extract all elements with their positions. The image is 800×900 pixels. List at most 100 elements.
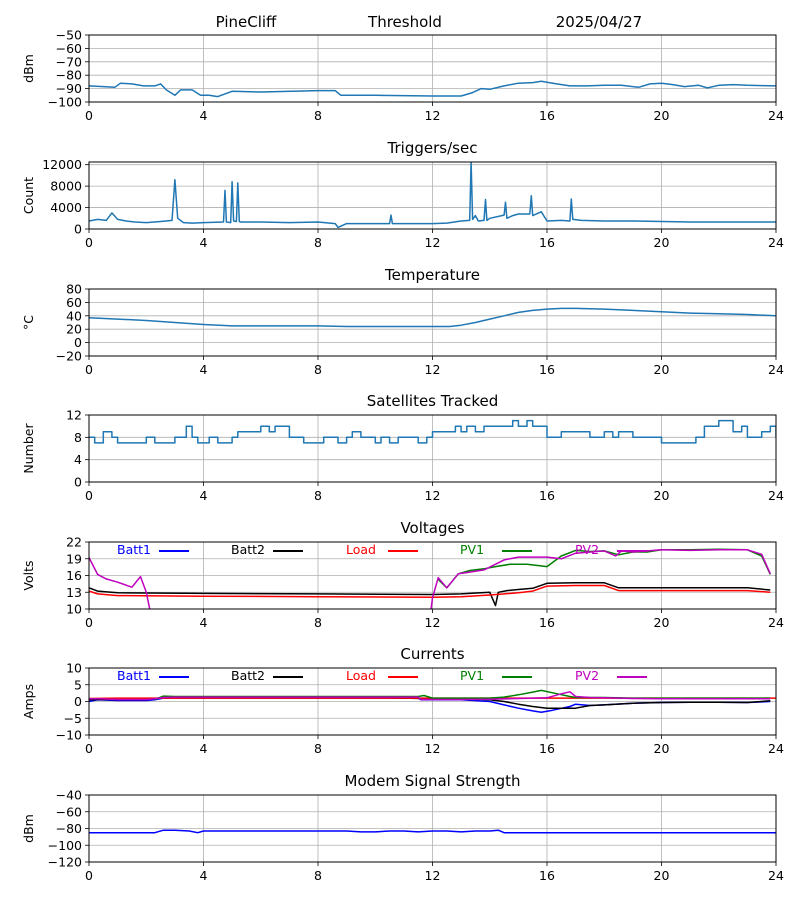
header-date: 2025/04/27 — [556, 13, 642, 31]
y-tick-label: −70 — [56, 54, 82, 69]
series-group — [89, 689, 776, 713]
series-line — [89, 162, 776, 229]
y-tick-label: 12000 — [42, 157, 82, 172]
x-tick-label: 20 — [654, 362, 670, 377]
y-axis-label: °C — [21, 315, 36, 330]
x-tick-label: 0 — [85, 362, 93, 377]
series-line-pv2 — [89, 549, 771, 609]
x-tick-label: 24 — [768, 235, 784, 250]
x-tick-label: 12 — [425, 615, 441, 630]
x-tick-label: 16 — [539, 362, 555, 377]
y-tick-label: −100 — [48, 95, 82, 110]
series-line-batt2 — [89, 582, 771, 607]
y-tick-label: −60 — [56, 804, 82, 819]
series-line — [89, 829, 776, 834]
y-axis-label: Count — [21, 177, 36, 214]
y-tick-label: 13 — [66, 585, 82, 600]
x-tick-label: 20 — [654, 868, 670, 883]
chart-title: Voltages — [400, 519, 464, 537]
x-tick-label: 0 — [85, 741, 93, 756]
series-group — [89, 829, 776, 834]
legend-label-pv1: PV1 — [460, 542, 484, 557]
x-tick-label: 0 — [85, 615, 93, 630]
x-tick-label: 24 — [768, 108, 784, 123]
y-tick-label: 10 — [66, 602, 82, 617]
y-tick-label: −5 — [64, 711, 82, 726]
x-tick-label: 12 — [425, 108, 441, 123]
x-tick-label: 0 — [85, 235, 93, 250]
x-tick-label: 20 — [654, 235, 670, 250]
chart-title: Temperature — [384, 266, 480, 284]
x-tick-label: 16 — [539, 235, 555, 250]
chart-panel-2: 0 4 8 12 16 20 24 0 4000 8000 12000 Triggers/sec Cou… — [21, 139, 784, 250]
series-line — [89, 419, 776, 444]
x-tick-label: 24 — [768, 615, 784, 630]
series-group — [89, 162, 776, 229]
x-tick-label: 24 — [768, 741, 784, 756]
series-group — [89, 419, 776, 444]
y-tick-label: 0 — [74, 222, 82, 237]
x-tick-label: 24 — [768, 868, 784, 883]
x-tick-label: 16 — [539, 615, 555, 630]
x-tick-label: 8 — [314, 615, 322, 630]
x-tick-label: 20 — [654, 488, 670, 503]
x-tick-label: 4 — [200, 108, 208, 123]
y-axis-label: Amps — [21, 684, 36, 719]
x-tick-label: 24 — [768, 488, 784, 503]
x-tick-label: 16 — [539, 868, 555, 883]
x-tick-label: 8 — [314, 362, 322, 377]
y-tick-label: 4000 — [50, 200, 82, 215]
x-tick-label: 12 — [425, 868, 441, 883]
y-tick-label: 8000 — [50, 179, 82, 194]
x-tick-label: 16 — [539, 108, 555, 123]
x-tick-label: 4 — [200, 741, 208, 756]
series-line-pv2 — [89, 691, 771, 701]
y-tick-label: 0 — [74, 694, 82, 709]
legend-label-batt2: Batt2 — [231, 542, 265, 557]
header-mode: Threshold — [367, 13, 442, 31]
chart-panel-7: 0 4 8 12 16 20 24 −120 −100 −80 −60−40 Modem Signal… — [21, 772, 784, 883]
legend-label-pv2: PV2 — [575, 542, 599, 557]
y-tick-label: 80 — [66, 282, 82, 297]
x-tick-label: 8 — [314, 868, 322, 883]
x-tick-label: 8 — [314, 108, 322, 123]
y-axis-label: Volts — [21, 560, 36, 590]
y-tick-label: −90 — [56, 81, 82, 96]
x-tick-label: 16 — [539, 741, 555, 756]
x-tick-label: 12 — [425, 235, 441, 250]
x-tick-label: 24 — [768, 362, 784, 377]
series-line — [89, 307, 776, 328]
y-tick-label: 40 — [66, 308, 82, 323]
x-tick-label: 12 — [425, 488, 441, 503]
y-tick-label: −20 — [56, 349, 82, 364]
y-tick-label: 4 — [74, 452, 82, 467]
series-group — [89, 548, 771, 609]
x-tick-label: 8 — [314, 235, 322, 250]
x-tick-label: 12 — [425, 741, 441, 756]
legend-label-load: Load — [346, 542, 376, 557]
y-axis-label: dBm — [21, 814, 36, 843]
y-tick-label: 0 — [74, 475, 82, 490]
y-tick-label: −50 — [56, 28, 82, 43]
x-tick-label: 0 — [85, 488, 93, 503]
header-site: PineCliff — [216, 13, 277, 31]
chart-title: Triggers/sec — [387, 139, 478, 157]
series-line-load — [89, 584, 771, 599]
legend-label-pv1: PV1 — [460, 668, 484, 683]
x-tick-label: 4 — [200, 615, 208, 630]
x-tick-label: 0 — [85, 868, 93, 883]
legend-label-batt1: Batt1 — [117, 542, 151, 557]
y-tick-label: 19 — [66, 551, 82, 566]
y-tick-label: −10 — [56, 728, 82, 743]
legend-label-batt1: Batt1 — [117, 668, 151, 683]
y-tick-label: 8 — [74, 430, 82, 445]
y-axis-label: dBm — [21, 54, 36, 83]
y-tick-label: 60 — [66, 295, 82, 310]
x-tick-label: 16 — [539, 488, 555, 503]
chart-title: Currents — [400, 645, 464, 663]
x-tick-label: 4 — [200, 488, 208, 503]
chart-panel-1: 0 4 8 12 16 20 24 −100−90−80−70−60−50 dBm — [21, 28, 784, 124]
